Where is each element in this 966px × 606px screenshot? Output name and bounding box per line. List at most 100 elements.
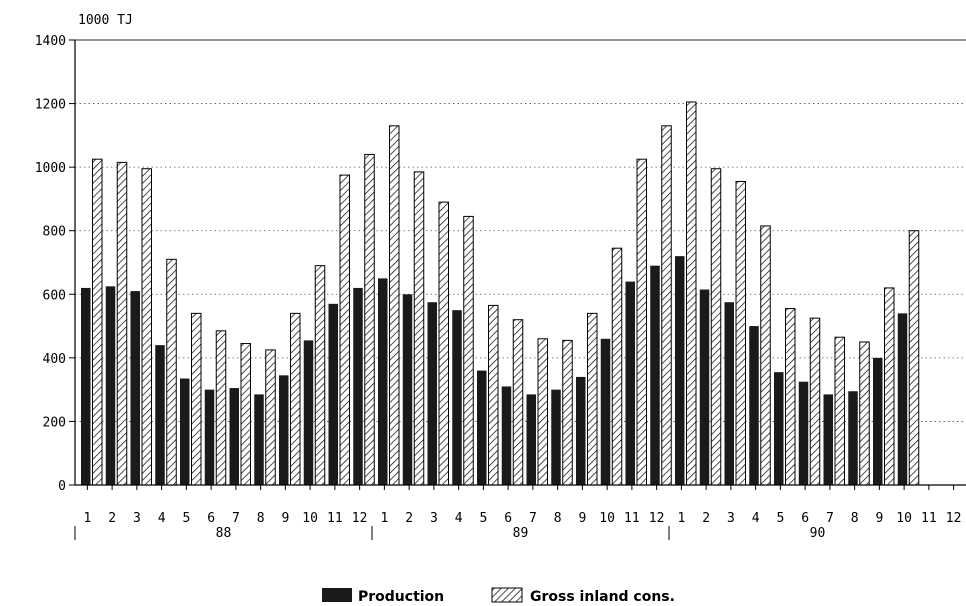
y-tick-label: 1200 bbox=[35, 98, 66, 113]
gross-inland-cons-bar bbox=[884, 287, 895, 486]
production-bar bbox=[501, 386, 512, 485]
gross-inland-cons-bar bbox=[587, 312, 598, 486]
gross-inland-cons-bar bbox=[735, 180, 746, 486]
production-bar bbox=[155, 345, 165, 485]
gross-inland-cons-bar bbox=[215, 330, 227, 486]
gross-inland-cons-bar bbox=[92, 158, 103, 486]
production-bar bbox=[600, 338, 611, 485]
gross-inland-cons-bar bbox=[339, 174, 350, 486]
y-tick-label: 1000 bbox=[35, 161, 66, 176]
y-tick-label: 200 bbox=[43, 415, 66, 430]
production-bar bbox=[873, 357, 883, 485]
month-label: 10 bbox=[302, 511, 318, 526]
production-bar bbox=[551, 389, 561, 485]
month-label: 1 bbox=[677, 511, 685, 526]
gross-inland-cons-bar bbox=[141, 168, 152, 486]
gross-inland-cons-bar bbox=[265, 349, 276, 486]
month-label: 7 bbox=[826, 511, 834, 526]
production-bar bbox=[353, 287, 363, 485]
production-bar bbox=[254, 394, 264, 485]
gross-inland-cons-bar bbox=[686, 101, 697, 486]
month-label: 3 bbox=[727, 511, 735, 526]
month-label: 9 bbox=[875, 511, 883, 526]
gross-inland-cons-bar bbox=[488, 304, 499, 486]
production-bar bbox=[180, 378, 190, 485]
month-label: 10 bbox=[896, 511, 912, 526]
gross-inland-cons-bar bbox=[364, 153, 375, 486]
month-label: 1 bbox=[380, 511, 388, 526]
month-label: 8 bbox=[257, 511, 265, 526]
production-bar bbox=[625, 281, 635, 485]
production-bar bbox=[427, 302, 437, 485]
month-label: 2 bbox=[405, 511, 413, 526]
month-label: 6 bbox=[504, 511, 512, 526]
production-bar bbox=[130, 291, 140, 485]
month-label: 5 bbox=[776, 511, 784, 526]
month-label: 9 bbox=[578, 511, 586, 526]
production-bar bbox=[774, 372, 784, 485]
month-label: 5 bbox=[182, 511, 190, 526]
gross-inland-cons-bar bbox=[512, 319, 524, 486]
gross-inland-cons-bar bbox=[859, 341, 870, 486]
month-label: 2 bbox=[702, 511, 710, 526]
legend-label-gross-inland-cons: Gross inland cons. bbox=[530, 589, 675, 605]
production-bar bbox=[303, 340, 314, 485]
production-bar bbox=[402, 294, 413, 485]
month-label: 12 bbox=[352, 511, 368, 526]
production-bar bbox=[526, 394, 536, 485]
gross-inland-cons-bar bbox=[834, 336, 845, 486]
production-bar bbox=[105, 286, 116, 485]
gross-inland-cons-bar bbox=[760, 225, 771, 486]
production-bar bbox=[675, 256, 685, 485]
month-label: 7 bbox=[232, 511, 240, 526]
month-label: 12 bbox=[946, 511, 962, 526]
year-label: 88 bbox=[216, 526, 232, 541]
gross-inland-cons-bar bbox=[809, 317, 821, 486]
production-bar bbox=[378, 278, 388, 485]
production-bar bbox=[229, 388, 239, 485]
legend: Production Gross inland cons. bbox=[322, 587, 675, 605]
gross-inland-cons-bar bbox=[537, 338, 548, 486]
production-bar bbox=[279, 375, 289, 485]
production-bar bbox=[452, 310, 462, 485]
month-label: 7 bbox=[529, 511, 537, 526]
y-tick-label: 800 bbox=[43, 225, 66, 240]
month-label: 3 bbox=[430, 511, 438, 526]
month-label: 10 bbox=[599, 511, 615, 526]
month-label: 11 bbox=[624, 511, 640, 526]
production-bar bbox=[897, 313, 908, 485]
gross-inland-cons-bar bbox=[636, 158, 647, 486]
year-label: 89 bbox=[513, 526, 529, 541]
y-tick-label: 400 bbox=[43, 352, 66, 367]
legend-swatch-production bbox=[322, 588, 352, 602]
unit-label: 1000 TJ bbox=[78, 13, 133, 28]
production-bar bbox=[576, 376, 586, 485]
gross-inland-cons-bar bbox=[611, 247, 623, 486]
gross-inland-cons-bar bbox=[166, 258, 177, 486]
production-bar bbox=[699, 289, 710, 485]
y-tick-label: 600 bbox=[43, 288, 66, 303]
month-label: 8 bbox=[851, 511, 859, 526]
gross-inland-cons-bar bbox=[389, 125, 400, 486]
gross-inland-cons-bar bbox=[785, 308, 796, 486]
gross-inland-cons-bar bbox=[413, 171, 425, 486]
month-label: 9 bbox=[281, 511, 289, 526]
month-label: 6 bbox=[207, 511, 215, 526]
month-label: 4 bbox=[158, 511, 166, 526]
month-label: 12 bbox=[649, 511, 665, 526]
month-label: 4 bbox=[455, 511, 463, 526]
production-bar bbox=[848, 391, 858, 485]
production-bar bbox=[823, 394, 833, 485]
legend-label-production: Production bbox=[358, 589, 444, 605]
month-label: 4 bbox=[752, 511, 760, 526]
year-label: 90 bbox=[810, 526, 826, 541]
production-bar bbox=[81, 287, 91, 485]
bars bbox=[81, 101, 920, 486]
y-tick-label: 1400 bbox=[35, 34, 66, 49]
month-label: 3 bbox=[133, 511, 141, 526]
production-bar bbox=[477, 370, 487, 485]
y-axis: 0 200 400 600 800 1000 1200 1400 bbox=[35, 34, 76, 494]
gross-inland-cons-bar bbox=[116, 161, 128, 486]
month-label: 11 bbox=[921, 511, 937, 526]
